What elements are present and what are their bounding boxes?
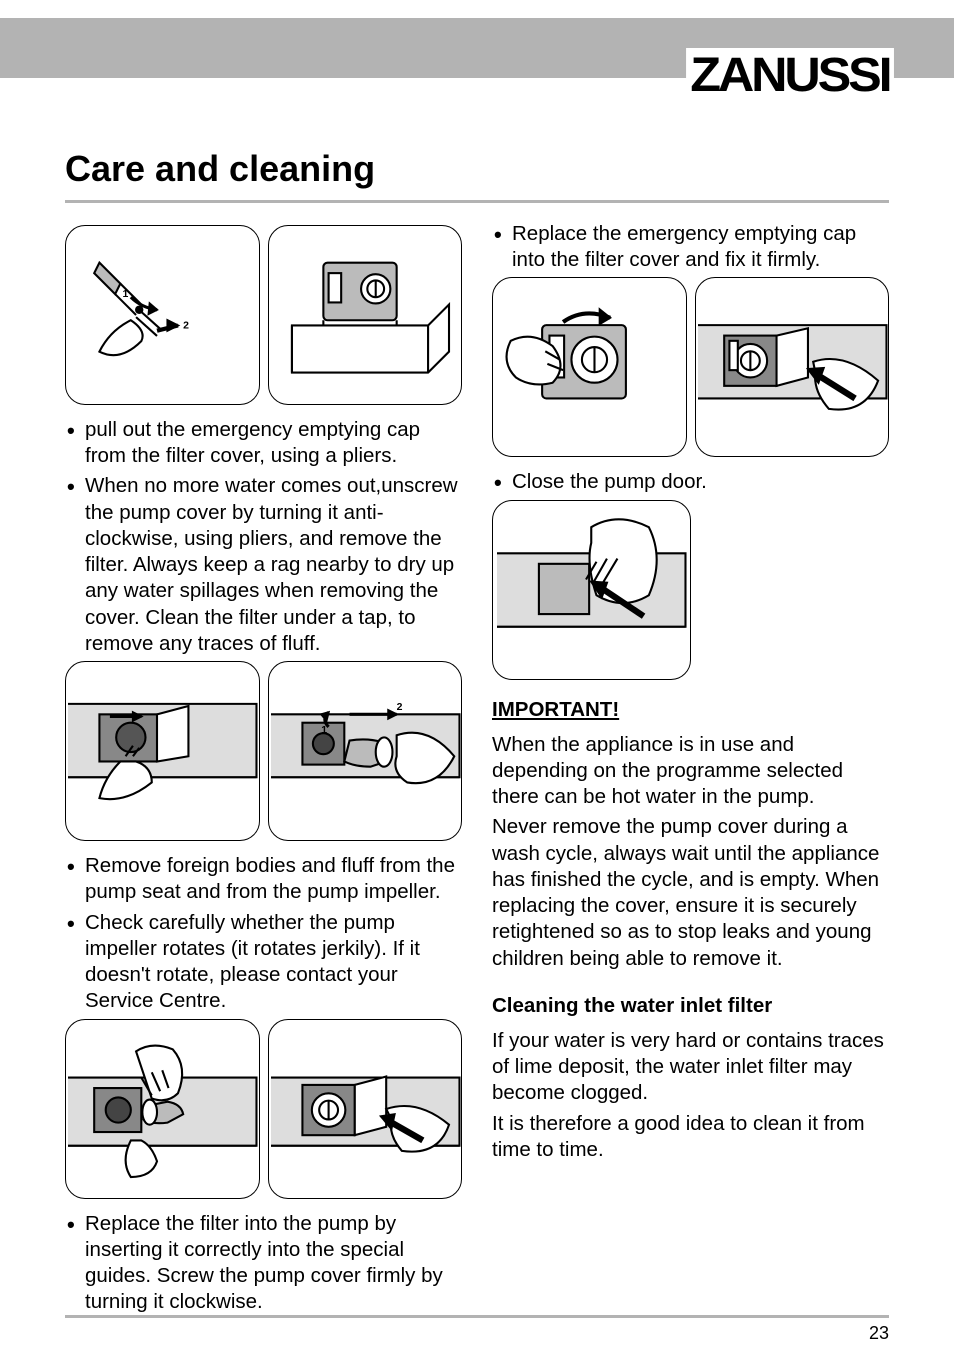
fig-label-2b: 2 (396, 702, 402, 713)
important-heading: IMPORTANT! (492, 698, 889, 722)
instruction-list-c: Replace the filter into the pump by inse… (65, 1211, 462, 1316)
figure-1b (268, 225, 463, 405)
page-title: Care and cleaning (65, 148, 889, 190)
figure-row-3 (65, 1019, 462, 1199)
instruction-list-b: Remove foreign bodies and fluff from the… (65, 853, 462, 1014)
replace-cap-icon (493, 278, 686, 456)
right-column: Replace the emergency emptying cap into … (492, 221, 889, 1319)
filter-tray-icon (269, 226, 462, 404)
bullet: Check carefully whether the pump impelle… (65, 910, 462, 1015)
page-number: 23 (869, 1323, 889, 1344)
figure-row-1: 1 2 (65, 225, 462, 405)
bullet: Remove foreign bodies and fluff from the… (65, 853, 462, 905)
title-underline (65, 200, 889, 203)
important-para-2: Never remove the pump cover during a was… (492, 814, 889, 971)
sub-para-2: It is therefore a good idea to clean it … (492, 1111, 889, 1163)
figure-row-r1 (492, 277, 889, 457)
fig-label-2: 2 (183, 321, 189, 332)
sub-para-1: If your water is very hard or contains t… (492, 1028, 889, 1107)
figure-r1a (492, 277, 687, 457)
important-para-1: When the appliance is in use and dependi… (492, 732, 889, 811)
close-door-icon (493, 501, 690, 679)
bullet: Close the pump door. (492, 469, 889, 495)
fig-label-1b: 1 (321, 725, 327, 736)
left-column: 1 2 (65, 221, 462, 1319)
figure-r1b (695, 277, 890, 457)
bullet: When no more water comes out,unscrew the… (65, 473, 462, 657)
instruction-list-ra: Replace the emergency emptying cap into … (492, 221, 889, 273)
fix-cap-icon (696, 278, 889, 456)
page-content: Care and cleaning 1 (0, 78, 954, 1319)
pliers-pull-icon: 1 2 (66, 226, 259, 404)
subheading-inlet: Cleaning the water inlet filter (492, 994, 889, 1018)
bullet: Replace the filter into the pump by inse… (65, 1211, 462, 1316)
figure-row-2: 1 2 (65, 661, 462, 841)
bullet: pull out the emergency emptying cap from… (65, 417, 462, 469)
remove-filter-icon: 1 2 (269, 662, 462, 840)
brand-logo: ZANUSSI (686, 48, 894, 103)
instruction-list-rb: Close the pump door. (492, 469, 889, 495)
bullet: Replace the emergency emptying cap into … (492, 221, 889, 273)
figure-r2 (492, 500, 691, 680)
footer-rule (65, 1315, 889, 1318)
figure-3a (65, 1019, 260, 1199)
instruction-list-a: pull out the emergency emptying cap from… (65, 417, 462, 657)
figure-3b (268, 1019, 463, 1199)
screw-cover-icon (269, 1020, 462, 1198)
two-columns: 1 2 (65, 221, 889, 1319)
figure-2a (65, 661, 260, 841)
open-panel-icon (66, 662, 259, 840)
insert-filter-icon (66, 1020, 259, 1198)
figure-row-r2 (492, 500, 889, 680)
fig-label-1: 1 (122, 289, 128, 300)
figure-2b: 1 2 (268, 661, 463, 841)
figure-1a: 1 2 (65, 225, 260, 405)
